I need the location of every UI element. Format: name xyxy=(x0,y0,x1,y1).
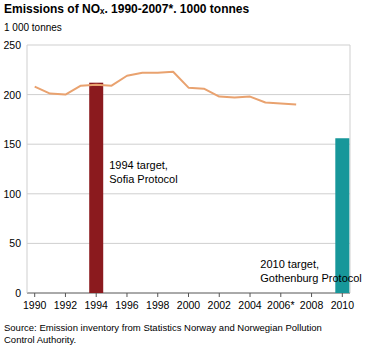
x-tick xyxy=(311,293,312,297)
annotation: Sofia Protocol xyxy=(109,173,177,185)
x-tick xyxy=(126,293,127,297)
y-tick-label: 50 xyxy=(9,237,21,249)
x-tick-label: 2008 xyxy=(300,299,324,311)
bar xyxy=(335,138,349,293)
title: Emissions of NOₓ. 1990-2007*. 1000 tonne… xyxy=(4,2,249,16)
x-tick xyxy=(280,293,281,297)
y-tick-label: 100 xyxy=(3,188,21,200)
x-tick-label: 2010 xyxy=(331,299,355,311)
x-tick-label: 2000 xyxy=(177,299,201,311)
x-tick-label: 2004 xyxy=(238,299,262,311)
x-tick xyxy=(250,293,251,297)
x-tick-label: 2002 xyxy=(208,299,232,311)
marks xyxy=(35,72,350,293)
line xyxy=(35,72,296,105)
source: Control Authority. xyxy=(4,334,76,345)
bar xyxy=(89,83,103,293)
x-tick xyxy=(188,293,189,297)
x-tick xyxy=(157,293,158,297)
grid-line xyxy=(27,45,350,46)
annotation: Gothenburg Protocol xyxy=(260,272,362,284)
annotation: 2010 target, xyxy=(260,258,319,270)
x-tick-label: 2006* xyxy=(267,299,294,311)
source: Source: Emission inventory from Statisti… xyxy=(4,322,322,333)
grid-line xyxy=(27,243,350,244)
x-tick-label: 1998 xyxy=(146,299,170,311)
x-tick-label: 1990 xyxy=(23,299,47,311)
x-tick xyxy=(34,293,35,297)
axis-right xyxy=(350,45,351,293)
grid-line xyxy=(27,193,350,194)
y-tick-label: 150 xyxy=(3,138,21,150)
y-tick-label: 200 xyxy=(3,89,21,101)
x-tick xyxy=(219,293,220,297)
x-tick xyxy=(342,293,343,297)
y-axis-label: 1 000 tonnes xyxy=(4,22,62,33)
x-tick-label: 1992 xyxy=(54,299,78,311)
x-tick xyxy=(96,293,97,297)
x-tick-label: 1994 xyxy=(85,299,109,311)
x-tick-label: 1996 xyxy=(115,299,139,311)
x-tick xyxy=(65,293,66,297)
y-tick-label: 0 xyxy=(15,287,21,299)
annotation: 1994 target, xyxy=(109,159,168,171)
axis-left xyxy=(27,45,28,293)
grid-line xyxy=(27,144,350,145)
y-tick-label: 250 xyxy=(3,39,21,51)
chart: Emissions of NOₓ. 1990-2007*. 1000 tonne… xyxy=(0,0,374,349)
grid-line xyxy=(27,94,350,95)
